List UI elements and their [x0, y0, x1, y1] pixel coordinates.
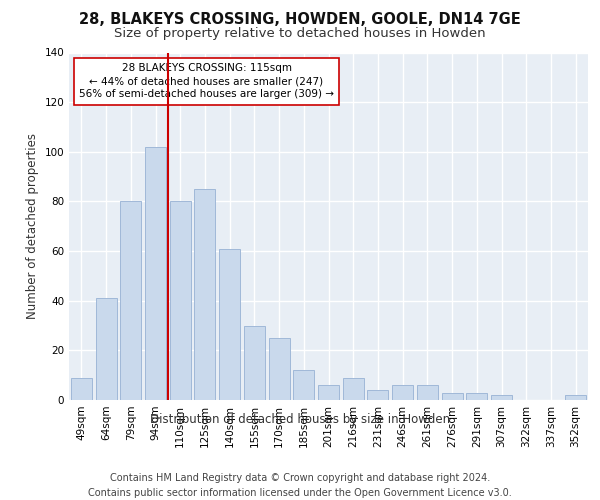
- Bar: [145, 147, 166, 400]
- Bar: [95, 298, 116, 400]
- Text: Contains HM Land Registry data © Crown copyright and database right 2024.
Contai: Contains HM Land Registry data © Crown c…: [88, 472, 512, 498]
- Bar: [491, 395, 512, 400]
- Bar: [318, 385, 339, 400]
- Text: Size of property relative to detached houses in Howden: Size of property relative to detached ho…: [114, 28, 486, 40]
- Text: 28 BLAKEYS CROSSING: 115sqm
← 44% of detached houses are smaller (247)
56% of se: 28 BLAKEYS CROSSING: 115sqm ← 44% of det…: [79, 63, 334, 100]
- Bar: [392, 385, 413, 400]
- Bar: [442, 392, 463, 400]
- Bar: [269, 338, 290, 400]
- Text: Distribution of detached houses by size in Howden: Distribution of detached houses by size …: [150, 412, 450, 426]
- Bar: [417, 385, 438, 400]
- Bar: [170, 202, 191, 400]
- Bar: [71, 378, 92, 400]
- Y-axis label: Number of detached properties: Number of detached properties: [26, 133, 39, 320]
- Bar: [194, 189, 215, 400]
- Bar: [367, 390, 388, 400]
- Text: 28, BLAKEYS CROSSING, HOWDEN, GOOLE, DN14 7GE: 28, BLAKEYS CROSSING, HOWDEN, GOOLE, DN1…: [79, 12, 521, 28]
- Bar: [293, 370, 314, 400]
- Bar: [120, 202, 141, 400]
- Bar: [343, 378, 364, 400]
- Bar: [219, 248, 240, 400]
- Bar: [244, 326, 265, 400]
- Bar: [466, 392, 487, 400]
- Bar: [565, 395, 586, 400]
